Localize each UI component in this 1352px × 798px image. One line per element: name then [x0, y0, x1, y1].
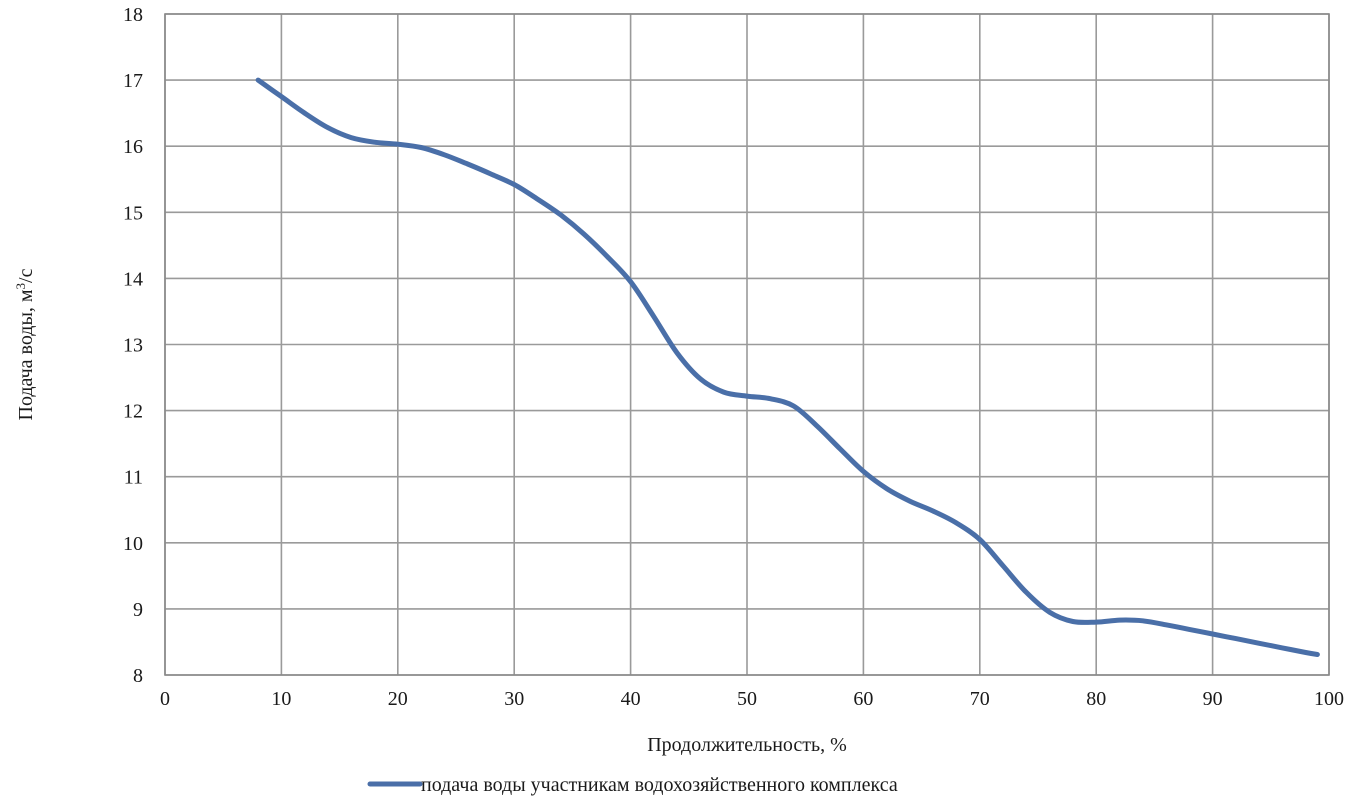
- y-tick-label: 18: [123, 4, 143, 26]
- legend: подача воды участникам водохозяйственног…: [367, 774, 898, 796]
- x-tick-label: 40: [621, 688, 641, 710]
- y-tick-label: 13: [123, 335, 143, 357]
- y-tick-label: 14: [123, 268, 143, 290]
- x-tick-label: 60: [853, 688, 873, 710]
- x-tick-label: 10: [271, 688, 291, 710]
- y-axis-title-tail: /с: [15, 268, 37, 283]
- y-tick-label: 9: [133, 599, 143, 621]
- x-tick-label: 50: [737, 688, 757, 710]
- y-tick-label: 15: [123, 202, 143, 224]
- x-tick-label: 100: [1314, 688, 1344, 710]
- gridlines: [164, 13, 1330, 676]
- x-tick-label: 30: [504, 688, 524, 710]
- x-axis-title: Продолжительность, %: [647, 734, 847, 756]
- x-tick-label: 20: [388, 688, 408, 710]
- series-line: [255, 77, 1320, 657]
- y-axis-ticks: 8 9 10 11 12 13 14 15 16 17 18: [123, 4, 143, 687]
- x-tick-label: 80: [1086, 688, 1106, 710]
- x-tick-label: 90: [1203, 688, 1223, 710]
- y-tick-label: 12: [123, 401, 143, 423]
- x-tick-label: 70: [970, 688, 990, 710]
- x-axis-ticks: 0 10 20 30 40 50 60 70 80 90 100: [160, 688, 1344, 710]
- y-axis-title-main: Подача воды, м: [15, 289, 37, 420]
- y-tick-label: 8: [133, 665, 143, 687]
- y-tick-label: 17: [123, 70, 143, 92]
- plot-frame: [164, 13, 1330, 676]
- y-tick-label: 10: [123, 533, 143, 555]
- y-axis-title-superscript: 3: [13, 283, 28, 290]
- series-layer: [255, 77, 1320, 657]
- y-axis-title: Подача воды, м3/с: [13, 268, 38, 420]
- x-tick-label: 0: [160, 688, 170, 710]
- y-tick-label: 11: [124, 467, 143, 489]
- legend-label: подача воды участникам водохозяйственног…: [421, 774, 898, 796]
- y-tick-label: 16: [123, 136, 143, 158]
